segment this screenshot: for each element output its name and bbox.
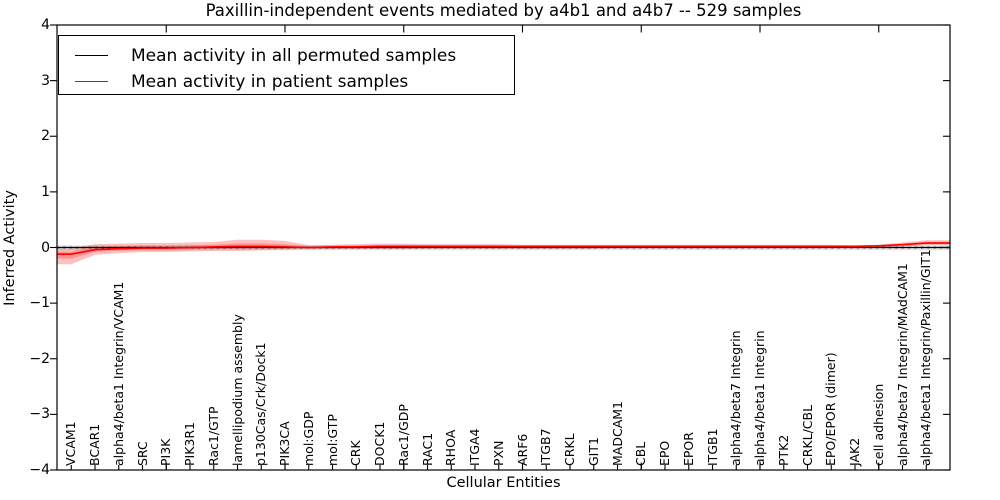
legend-item-patient: Mean activity in patient samples bbox=[59, 69, 514, 94]
x-tick-label: mol:GTP bbox=[324, 414, 340, 466]
x-tick-label: PXN bbox=[490, 440, 506, 466]
x-tick-label: p130Cas/Crk/Dock1 bbox=[253, 342, 269, 466]
legend-item-permuted: Mean activity in all permuted samples bbox=[59, 43, 514, 68]
y-tick-label: 0 bbox=[41, 239, 50, 256]
y-tick-label: −4 bbox=[29, 462, 50, 478]
x-tick-label: GIT1 bbox=[585, 437, 601, 466]
x-tick-label: EPO/EPOR (dimer) bbox=[823, 352, 839, 466]
legend: Mean activity in all permuted samples Me… bbox=[58, 35, 515, 95]
x-tick-label: VCAM1 bbox=[63, 421, 79, 466]
x-tick-label: alpha4/beta7 Integrin bbox=[728, 330, 744, 466]
x-tick-label: PI3K bbox=[158, 438, 174, 466]
x-tick-label: CRKL bbox=[562, 433, 577, 466]
x-tick-label: JAK2 bbox=[847, 437, 862, 466]
x-axis-label: Cellular Entities bbox=[446, 475, 561, 491]
x-tick-label: EPOR bbox=[680, 432, 696, 466]
x-tick-label: ITGB7 bbox=[538, 428, 554, 466]
y-tick-label: −2 bbox=[29, 350, 50, 367]
x-tick-label: EPO bbox=[657, 440, 672, 466]
x-tick-label: alpha4/beta1 Integrin bbox=[752, 330, 767, 466]
y-tick-label: 1 bbox=[41, 183, 50, 200]
x-tick-label: cell adhesion bbox=[870, 383, 886, 466]
plot-frame bbox=[56, 24, 951, 471]
x-tick-label: alpha4/beta7 Integrin/MAdCAM1 bbox=[894, 263, 910, 466]
x-tick-label: MADCAM1 bbox=[609, 401, 625, 466]
x-tick-label: alpha4/beta1 Integrin/VCAM1 bbox=[110, 281, 126, 466]
x-tick-label: SRC bbox=[134, 441, 150, 466]
x-tick-label: RHOA bbox=[443, 429, 459, 466]
legend-label-patient: Mean activity in patient samples bbox=[131, 71, 409, 92]
y-tick-label: −3 bbox=[29, 406, 50, 423]
x-tick-label: Rac1/GDP bbox=[395, 404, 411, 466]
chart-title: Paxillin-independent events mediated by … bbox=[205, 1, 802, 20]
y-tick-label: 3 bbox=[41, 72, 50, 89]
x-tick-label: CBL bbox=[633, 441, 649, 466]
x-tick-label: alpha4/beta1 Integrin/Paxillin/GIT1 bbox=[918, 249, 934, 466]
x-tick-label: BCAR1 bbox=[87, 423, 102, 466]
legend-line-sample-black bbox=[75, 55, 108, 56]
x-tick-label: PIK3R1 bbox=[182, 421, 197, 466]
x-tick-label: PIK3CA bbox=[277, 421, 292, 466]
x-tick-label: CRKL/CBL bbox=[799, 404, 815, 466]
y-tick-label: 2 bbox=[41, 128, 50, 145]
patient-band bbox=[57, 239, 950, 265]
legend-label-permuted: Mean activity in all permuted samples bbox=[131, 45, 457, 66]
legend-line-sample-red bbox=[75, 81, 108, 82]
x-tick-label: ITGB1 bbox=[704, 428, 720, 466]
y-tick-label: 4 bbox=[41, 17, 50, 33]
x-tick-label: DOCK1 bbox=[372, 421, 387, 466]
x-tick-label: PTK2 bbox=[775, 434, 791, 466]
x-tick-label: CRK bbox=[348, 440, 364, 466]
x-tick-label: ARF6 bbox=[514, 433, 530, 466]
x-tick-label: lamellipodium assembly bbox=[229, 314, 245, 466]
x-tick-label: RAC1 bbox=[419, 432, 435, 466]
x-tick-label: ITGA4 bbox=[467, 428, 482, 466]
x-tick-label: Rac1/GTP bbox=[205, 406, 221, 466]
x-tick-label: mol:GDP bbox=[300, 411, 316, 466]
y-tick-label: −1 bbox=[29, 295, 50, 312]
